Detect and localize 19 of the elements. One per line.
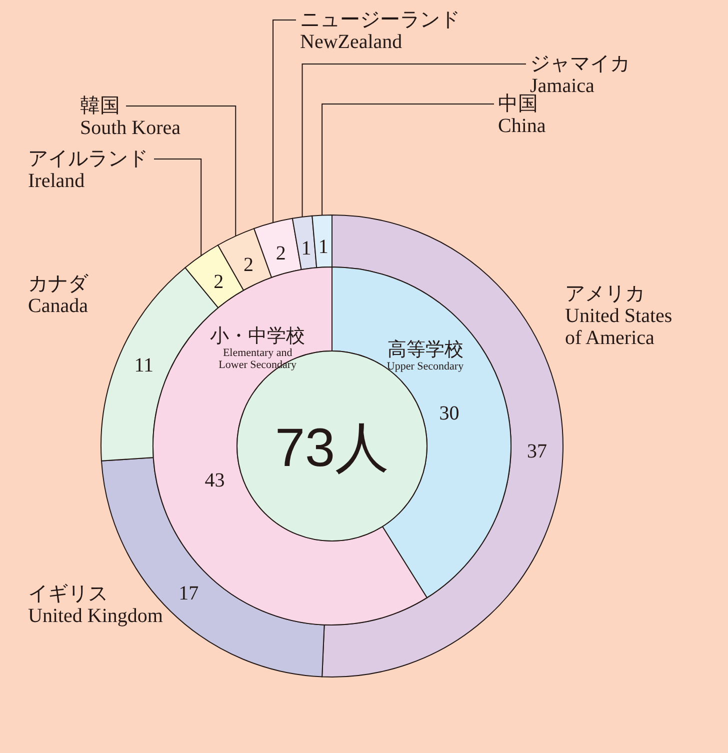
slice-label: 高等学校 Upper Secondary <box>386 338 464 372</box>
data-label: 1 <box>318 236 328 258</box>
slice-label: アイルランド Ireland <box>28 148 148 192</box>
slice-label: ニュージーランド NewZealand <box>300 9 460 53</box>
data-label: 2 <box>214 271 224 294</box>
text: 73人 <box>274 418 390 478</box>
slice-label: カナダ Canada <box>28 273 89 317</box>
slice-label: アメリカ United States of America <box>565 283 672 349</box>
data-label: 1 <box>301 238 312 260</box>
slice-label: イギリス United Kingdom <box>28 583 164 627</box>
data-label: 11 <box>134 354 154 377</box>
data-label: 2 <box>276 242 286 265</box>
data-label: 17 <box>178 582 199 605</box>
data-label: 43 <box>204 470 225 492</box>
slice-label: 中国 China <box>498 93 546 137</box>
data-label: 30 <box>439 402 460 424</box>
slice-label: 韓国 South Korea <box>80 95 181 139</box>
data-label: 2 <box>244 254 254 276</box>
data-label: 37 <box>526 440 547 462</box>
